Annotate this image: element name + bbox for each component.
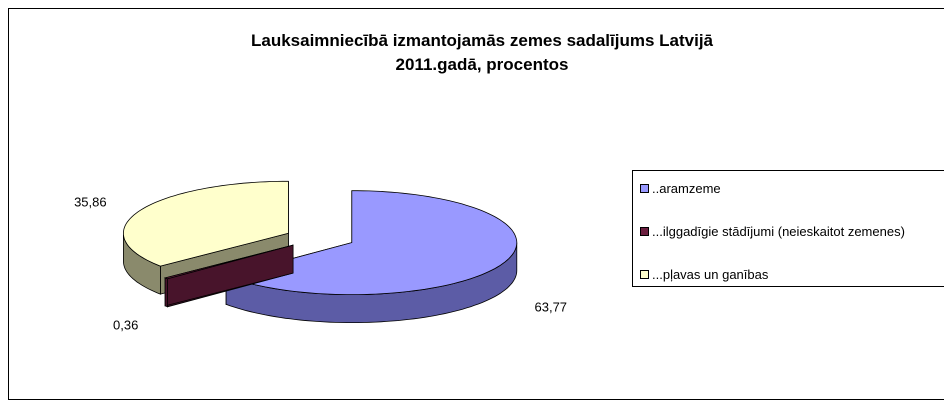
legend-label: ...pļavas un ganības [652, 267, 769, 282]
legend-swatch [640, 184, 649, 193]
legend-box [632, 170, 944, 287]
pie-slice [123, 180, 289, 267]
chart-title: Lauksaimniecībā izmantojamās zemes sadal… [251, 31, 714, 50]
data-label: 63,77 [535, 300, 568, 315]
data-label: 35,86 [74, 195, 107, 210]
pie-slice [163, 244, 294, 280]
data-label: 0,36 [113, 317, 138, 332]
legend-swatch [640, 270, 649, 279]
legend-label: ...ilggadīgie stādījumi (neieskaitot zem… [652, 224, 905, 239]
pie-slice [224, 190, 518, 296]
legend-swatch [640, 227, 649, 236]
slice-wall [164, 277, 168, 308]
chart-title: 2011.gadā, procentos [396, 55, 569, 74]
legend-label: ..aramzeme [652, 181, 721, 196]
